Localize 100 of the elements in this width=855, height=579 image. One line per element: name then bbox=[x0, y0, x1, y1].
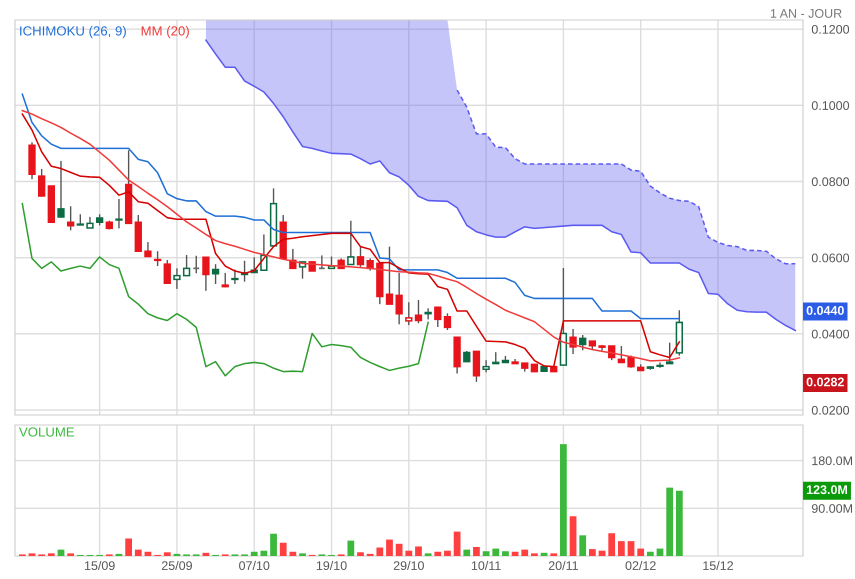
bar bbox=[502, 551, 509, 556]
bar bbox=[482, 551, 490, 556]
bar bbox=[250, 552, 258, 556]
bar bbox=[260, 550, 268, 556]
bar bbox=[637, 548, 644, 556]
x-tick-label: 02/12 bbox=[626, 560, 656, 570]
candlestick bbox=[627, 354, 635, 368]
bar bbox=[666, 488, 674, 556]
bar bbox=[608, 533, 616, 556]
bar bbox=[386, 540, 393, 556]
x-tick-label: 29/10 bbox=[394, 560, 424, 570]
candlestick bbox=[318, 254, 326, 270]
text: 0.0440 bbox=[806, 306, 844, 315]
y-tick-label: 0.0600 bbox=[812, 253, 850, 262]
candlestick bbox=[66, 206, 74, 231]
bar bbox=[134, 550, 142, 556]
bar bbox=[676, 490, 683, 556]
candlestick bbox=[173, 268, 181, 290]
bar bbox=[463, 550, 470, 556]
y-tick-label: 0.1000 bbox=[812, 101, 850, 110]
candlestick bbox=[231, 268, 239, 285]
bar bbox=[289, 552, 296, 556]
candlestick bbox=[424, 308, 432, 320]
bar bbox=[48, 553, 55, 556]
candlestick bbox=[492, 351, 500, 364]
bar bbox=[405, 550, 412, 556]
line-series bbox=[456, 89, 796, 265]
bar bbox=[434, 552, 442, 556]
bar bbox=[396, 544, 403, 556]
candlestick bbox=[579, 334, 586, 351]
y-tick-label: 180.0M bbox=[812, 456, 852, 466]
x-tick-label: 15/12 bbox=[703, 560, 733, 570]
x-tick-label: 15/09 bbox=[84, 560, 115, 570]
candlestick bbox=[202, 256, 210, 292]
bar bbox=[299, 553, 306, 556]
candlestick bbox=[96, 214, 104, 226]
bar bbox=[588, 549, 596, 556]
bar bbox=[550, 553, 558, 556]
bar bbox=[579, 535, 586, 556]
bar bbox=[424, 553, 432, 556]
candlestick bbox=[57, 160, 65, 218]
bar bbox=[376, 548, 384, 556]
bar bbox=[164, 552, 171, 556]
bar bbox=[444, 550, 451, 556]
candlestick bbox=[115, 198, 123, 230]
candlestick bbox=[444, 312, 452, 331]
candlestick bbox=[588, 340, 596, 351]
candlestick bbox=[38, 168, 46, 198]
bar bbox=[67, 553, 74, 556]
candlestick bbox=[434, 306, 442, 328]
bar bbox=[521, 550, 528, 556]
bar bbox=[58, 550, 64, 556]
text: 123.0M bbox=[806, 485, 848, 494]
bar bbox=[347, 540, 354, 556]
candlestick bbox=[618, 345, 626, 364]
chart-title: VOLUME bbox=[19, 427, 74, 437]
text: 0.0282 bbox=[806, 378, 844, 386]
x-tick-label: 07/10 bbox=[239, 560, 270, 570]
candlestick bbox=[154, 250, 162, 267]
candlestick bbox=[356, 246, 364, 268]
candlestick bbox=[76, 214, 84, 226]
bar bbox=[646, 552, 654, 556]
line-series bbox=[22, 202, 429, 377]
bar bbox=[357, 552, 364, 556]
text: ICHIMOKU (26, 9) bbox=[20, 26, 126, 38]
bar bbox=[125, 538, 132, 556]
candlestick bbox=[144, 241, 152, 258]
candlestick bbox=[212, 263, 220, 285]
bar bbox=[531, 553, 538, 556]
candlestick bbox=[386, 246, 394, 305]
y-tick-label: 0.0800 bbox=[812, 177, 850, 186]
candlestick bbox=[482, 359, 490, 374]
candlestick bbox=[164, 259, 171, 284]
candlestick bbox=[463, 350, 470, 362]
bar bbox=[473, 546, 480, 556]
bar bbox=[28, 553, 36, 556]
candlestick bbox=[405, 302, 412, 326]
bar bbox=[628, 541, 634, 556]
y-tick-label: 0.0400 bbox=[812, 330, 850, 339]
bar bbox=[656, 548, 664, 556]
bar bbox=[598, 550, 606, 556]
candlestick bbox=[347, 220, 354, 266]
candlestick bbox=[182, 254, 190, 276]
x-tick-label: 19/10 bbox=[316, 560, 347, 570]
bar bbox=[280, 542, 287, 556]
candlestick bbox=[414, 299, 422, 324]
bar bbox=[415, 546, 422, 556]
y-tick-label: 0.1200 bbox=[812, 24, 850, 34]
bar bbox=[560, 444, 567, 556]
bar bbox=[454, 532, 460, 556]
line-series bbox=[22, 94, 680, 320]
text: MM (20) bbox=[142, 26, 189, 38]
bar bbox=[570, 516, 576, 556]
candlestick bbox=[86, 216, 94, 229]
text: 1 AN - JOUR bbox=[770, 9, 842, 18]
bar bbox=[492, 548, 500, 556]
candlestick bbox=[666, 342, 674, 364]
bar bbox=[144, 552, 152, 556]
candlestick bbox=[222, 272, 229, 288]
bar bbox=[618, 541, 625, 556]
